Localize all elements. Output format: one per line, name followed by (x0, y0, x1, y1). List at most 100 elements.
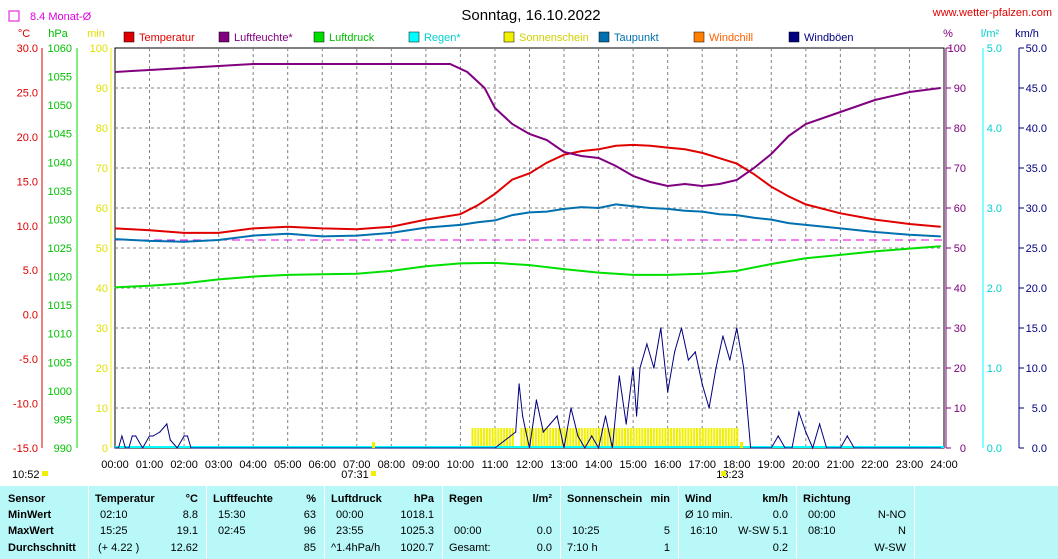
pressure-tick-label: 995 (54, 414, 72, 426)
x-tick-label: 18:00 (723, 459, 751, 471)
data-point (718, 183, 721, 185)
x-tick-label: 10:00 (447, 459, 475, 471)
data-point (580, 206, 582, 208)
data-point (805, 203, 807, 206)
data-point (805, 431, 807, 433)
sunshine-bar (586, 428, 589, 448)
data-point (148, 285, 151, 287)
data-point (563, 208, 565, 210)
dir-min-time: 00:00 (808, 509, 836, 521)
data-point (563, 447, 565, 449)
data-point (722, 335, 724, 337)
data-point (819, 423, 821, 425)
data-point (252, 447, 254, 449)
data-point (218, 65, 220, 67)
sunshine-bar (644, 428, 647, 448)
temp-min-time: 02:10 (100, 509, 128, 521)
data-point (839, 254, 841, 256)
sunshine-bar (687, 428, 690, 448)
press-header: Luftdruck (331, 493, 382, 505)
dir-avg-value: W-SW (874, 542, 906, 554)
hum-min-value: 63 (303, 509, 316, 521)
sunshine-bar (488, 428, 491, 448)
data-point (542, 431, 544, 433)
data-point (114, 71, 116, 73)
chart-grid (114, 47, 945, 449)
temp-tick-label: 0.0 (23, 310, 38, 322)
row-avg-label: Durchschnitt (8, 542, 76, 554)
data-point (753, 167, 755, 169)
sunshine-bar (681, 428, 684, 448)
sunshine-bar (603, 428, 606, 448)
sun-tick-label: 100 (90, 43, 108, 55)
sunshine-bar (675, 428, 678, 448)
rain-tick-label: 4.0 (987, 123, 1002, 135)
data-point (521, 415, 524, 417)
data-point (839, 111, 841, 113)
sunshine-bar (721, 428, 724, 448)
data-point (632, 367, 634, 369)
sun-header: Sonnenschein (567, 493, 643, 505)
data-point (756, 447, 759, 449)
x-tick-label: 03:00 (205, 459, 233, 471)
data-point (390, 447, 392, 449)
x-tick-label: 13:00 (550, 459, 578, 471)
data-point (166, 423, 168, 425)
data-point (528, 447, 531, 449)
data-point (114, 238, 116, 240)
data-point (718, 213, 721, 215)
data-point (874, 250, 876, 253)
sunshine-bar (707, 428, 710, 448)
data-point (770, 263, 772, 265)
data-point (252, 63, 254, 65)
sunshine-bar (540, 428, 543, 448)
pressure-tick-label: 1005 (48, 357, 72, 369)
temp-header: Temperatur (95, 493, 155, 505)
sun-max-value: 5 (663, 525, 670, 537)
x-tick-label: 08:00 (378, 459, 406, 471)
data-point (667, 391, 669, 393)
wind-tick-label: 5.0 (1032, 403, 1047, 415)
sunshine-bar (672, 428, 675, 448)
data-point (618, 375, 620, 377)
sunshine-bar (595, 428, 598, 448)
sunshine-bar (537, 428, 540, 448)
sun-tick-label: 20 (96, 363, 108, 375)
legend-label: Luftdruck (329, 32, 375, 44)
legend-swatch (503, 31, 515, 43)
sunshine-bar (480, 428, 483, 448)
data-point (667, 208, 669, 210)
x-tick-label: 12:00 (516, 459, 544, 471)
data-point (770, 447, 772, 449)
sunshine-bar (572, 428, 575, 448)
data-point (736, 179, 738, 181)
data-point (148, 240, 151, 242)
data-point (632, 274, 634, 276)
sunshine-bar (534, 428, 537, 448)
humidity-tick-label: 10 (954, 403, 966, 415)
x-tick-label: 04:00 (239, 459, 267, 471)
data-point (763, 447, 765, 449)
wind-avg10-value: 0.0 (772, 509, 788, 521)
legend-swatch (788, 31, 800, 43)
sunrise-label: 07:31 (341, 469, 369, 481)
data-point (546, 139, 548, 141)
data-point (148, 229, 151, 231)
sun-tick-label: 70 (96, 163, 108, 175)
sun-tick-label: 0 (102, 443, 108, 455)
axis-labels: 00:00 01:00 02:00 03:00 04:00 05:00 06:00 07:00… (12, 28, 1047, 481)
x-tick-label: 02:00 (170, 459, 198, 471)
data-point (708, 407, 710, 409)
rain-tick-label: 5.0 (987, 43, 1002, 55)
hum-unit: % (306, 493, 316, 505)
data-point (667, 185, 669, 187)
sunshine-bar (667, 428, 670, 448)
pressure-tick-label: 1000 (48, 386, 72, 398)
data-point (459, 213, 462, 215)
data-point (597, 157, 600, 159)
data-point (135, 435, 137, 437)
data-point (183, 232, 185, 234)
sunshine-bar (529, 428, 532, 448)
dir-max-value: N (898, 525, 906, 537)
dir-header: Richtung (803, 493, 851, 505)
